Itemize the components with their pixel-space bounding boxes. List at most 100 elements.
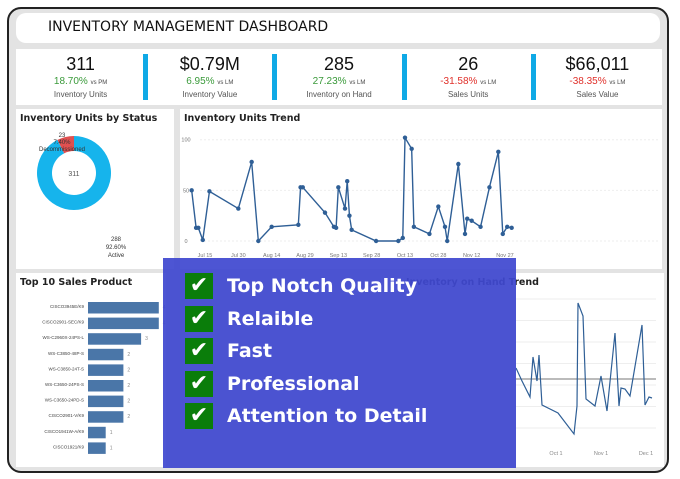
x-tick-label: Aug 29 xyxy=(296,253,313,259)
trend-point xyxy=(505,224,510,230)
bar xyxy=(88,317,159,330)
active-count: 288 xyxy=(111,237,122,243)
feature-item: ✔ Relaible xyxy=(185,303,516,336)
trend-point xyxy=(402,135,408,140)
bar-value-label: 1 xyxy=(110,430,113,436)
donut-panel: Inventory Units by Status 311 288 92.60% Ac… xyxy=(16,109,174,269)
x-tick-label: Dec 1 xyxy=(639,451,653,457)
kpi-card: $0.79M 6.95% vs LM Inventory Value xyxy=(145,49,278,105)
kpi-compare: vs LM xyxy=(480,80,497,86)
kpi-separator xyxy=(143,54,149,100)
trend-point xyxy=(249,159,254,165)
bar-value-label: 2 xyxy=(127,352,130,358)
onhand-line xyxy=(515,302,653,436)
trend-point xyxy=(496,149,501,155)
kpi-compare: vs PM xyxy=(90,80,108,86)
kpi-change: 18.70% vs PM xyxy=(16,76,145,87)
trend-point xyxy=(269,224,274,230)
trend-point xyxy=(469,218,474,223)
kpi-change-pct: 27.23% xyxy=(312,76,347,87)
kpi-card: $66,011 -38.35% vs LM Sales Value xyxy=(533,49,662,105)
kpi-separator xyxy=(401,54,407,100)
decommissioned-pct: 7.40% xyxy=(53,140,71,146)
trend-point xyxy=(336,185,341,190)
dashboard-frame: INVENTORY MANAGEMENT DASHBOARD 311 18.70… xyxy=(7,7,669,473)
trend-point xyxy=(256,238,261,244)
feature-label: Fast xyxy=(227,340,273,363)
bar-category-label: CISCO2901-V/K9 xyxy=(48,413,84,418)
trend-point xyxy=(445,238,450,244)
feature-item: ✔ Top Notch Quality xyxy=(185,270,516,303)
kpi-label: Sales Units xyxy=(447,90,489,99)
kpi-change-pct: -31.58% xyxy=(440,76,478,87)
page-title: INVENTORY MANAGEMENT DASHBOARD xyxy=(16,13,660,43)
donut-title: Inventory Units by Status xyxy=(20,113,158,124)
trend-point xyxy=(296,222,301,227)
bar xyxy=(88,426,106,439)
x-tick-label: Aug 14 xyxy=(263,253,280,259)
kpi-change-pct: -38.35% xyxy=(569,76,607,87)
kpi-change-pct: 18.70% xyxy=(53,76,88,87)
bar-value-label: 2 xyxy=(127,414,130,420)
x-tick-label: Oct 1 xyxy=(549,451,562,457)
checkmark-icon: ✔ xyxy=(185,338,213,365)
bar-category-label: WS-C3850-24T-S xyxy=(48,366,84,371)
x-tick-label: Jul 15 xyxy=(198,253,213,259)
trend-point xyxy=(200,237,205,243)
feature-label: Attention to Detail xyxy=(227,405,428,428)
active-pct: 92.60% xyxy=(106,245,127,251)
kpi-label: Sales Value xyxy=(576,90,619,99)
kpi-separator xyxy=(530,54,536,100)
trend-point xyxy=(411,224,417,230)
trend-point xyxy=(342,206,348,211)
bar-category-label: CISCO2901-SEC/K9 xyxy=(42,320,84,325)
trend-point xyxy=(456,161,461,167)
onhand-chart: Oct 1 Nov 1 Dec 1 xyxy=(515,298,656,457)
trend-point xyxy=(396,238,401,244)
trend-panel: Inventory Units Trend 0 50 100 Jul 15 Jul 30… xyxy=(180,109,662,269)
x-tick-label: Jul 30 xyxy=(231,253,246,259)
y-tick-label: 0 xyxy=(184,239,187,245)
checkmark-icon: ✔ xyxy=(185,273,213,300)
y-tick-label: 100 xyxy=(181,138,190,144)
trend-point xyxy=(373,238,379,244)
decommissioned-count: 23 xyxy=(59,133,66,139)
trend-point xyxy=(349,227,354,233)
kpi-value: 26 xyxy=(458,54,479,74)
trend-point xyxy=(347,213,352,218)
kpi-change: -38.35% vs LM xyxy=(533,76,662,87)
kpi-compare: vs LM xyxy=(217,80,234,86)
kpi-change: 6.95% vs LM xyxy=(145,76,274,87)
kpi-separator xyxy=(272,54,278,100)
trend-point xyxy=(400,235,405,241)
features-overlay: ✔ Top Notch Quality ✔ Relaible ✔ Fast ✔ Profess… xyxy=(163,258,516,468)
bar xyxy=(88,380,124,392)
bar-category-label: WS-C3850-48P-S xyxy=(48,351,84,356)
trend-point xyxy=(427,231,432,237)
trend-point xyxy=(300,185,305,190)
x-tick-label: Nov 1 xyxy=(594,451,608,457)
trend-point xyxy=(345,179,350,184)
trend-line xyxy=(190,135,512,243)
trend-point xyxy=(189,188,194,193)
active-label: Active xyxy=(108,253,125,259)
x-tick-label: Nov 12 xyxy=(463,253,480,259)
checkmark-icon: ✔ xyxy=(185,370,213,397)
kpi-value: 285 xyxy=(323,54,355,74)
trend-point xyxy=(478,224,483,230)
trend-point xyxy=(409,146,414,152)
donut-slice-active xyxy=(36,136,112,210)
kpi-value: 311 xyxy=(66,54,95,74)
kpi-change: -31.58% vs LM xyxy=(404,76,533,87)
kpi-change: 27.23% vs LM xyxy=(274,76,403,87)
checkmark-icon: ✔ xyxy=(185,403,213,430)
bar xyxy=(88,442,106,454)
bar-value-label: 1 xyxy=(110,445,113,451)
x-tick-label: Nov 27 xyxy=(496,253,513,259)
feature-label: Top Notch Quality xyxy=(227,275,418,298)
feature-label: Relaible xyxy=(227,307,314,330)
trend-point xyxy=(207,189,212,194)
trend-point xyxy=(500,231,505,237)
top-sales-bar-chart: CISCO3945E/K94CISCO2901-SEC/K94WS-C2960X… xyxy=(42,302,166,454)
